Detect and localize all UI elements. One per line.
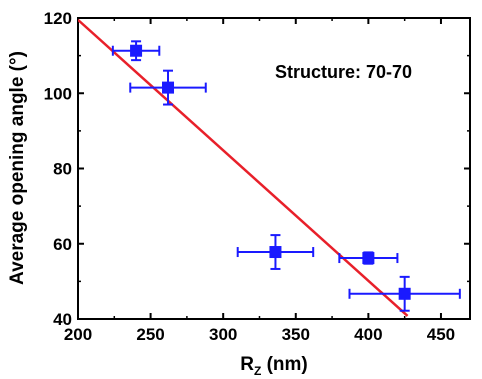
point-marker (130, 44, 143, 57)
y-tick-label: 120 (44, 9, 72, 28)
data-point (111, 40, 161, 62)
axis-ticks (77, 17, 470, 320)
x-tick-label: 350 (282, 325, 310, 344)
point-marker (398, 287, 411, 300)
fit-line (78, 18, 409, 317)
data-point (129, 69, 207, 106)
x-tick-label: 300 (209, 325, 237, 344)
data-point (338, 251, 399, 265)
data-point (348, 275, 461, 312)
x-axis-title: RZ (nm) (240, 354, 308, 378)
x-tick-label: 250 (136, 325, 164, 344)
y-tick-label: 80 (53, 160, 72, 179)
y-axis-title: Average opening angle (°) (7, 51, 28, 285)
y-tick-label: 40 (53, 310, 72, 329)
annotation-text: Structure: 70-70 (275, 62, 412, 82)
tick-labels: 200 250 300 350 400 450 40 60 80 100 120 (44, 9, 456, 344)
x-axis-title-main: R (240, 354, 254, 375)
data-points (111, 40, 461, 312)
point-marker (162, 81, 175, 94)
x-tick-label: 200 (64, 325, 92, 344)
x-tick-label: 400 (354, 325, 382, 344)
point-marker (362, 252, 375, 265)
data-point (236, 234, 315, 270)
y-tick-label: 60 (53, 235, 72, 254)
x-axis-title-unit: (nm) (261, 354, 307, 375)
fit-line-group (78, 18, 409, 317)
point-marker (269, 246, 282, 259)
y-tick-label: 100 (44, 84, 72, 103)
x-tick-label: 450 (427, 325, 455, 344)
x-axis-title-sub: Z (254, 364, 261, 378)
